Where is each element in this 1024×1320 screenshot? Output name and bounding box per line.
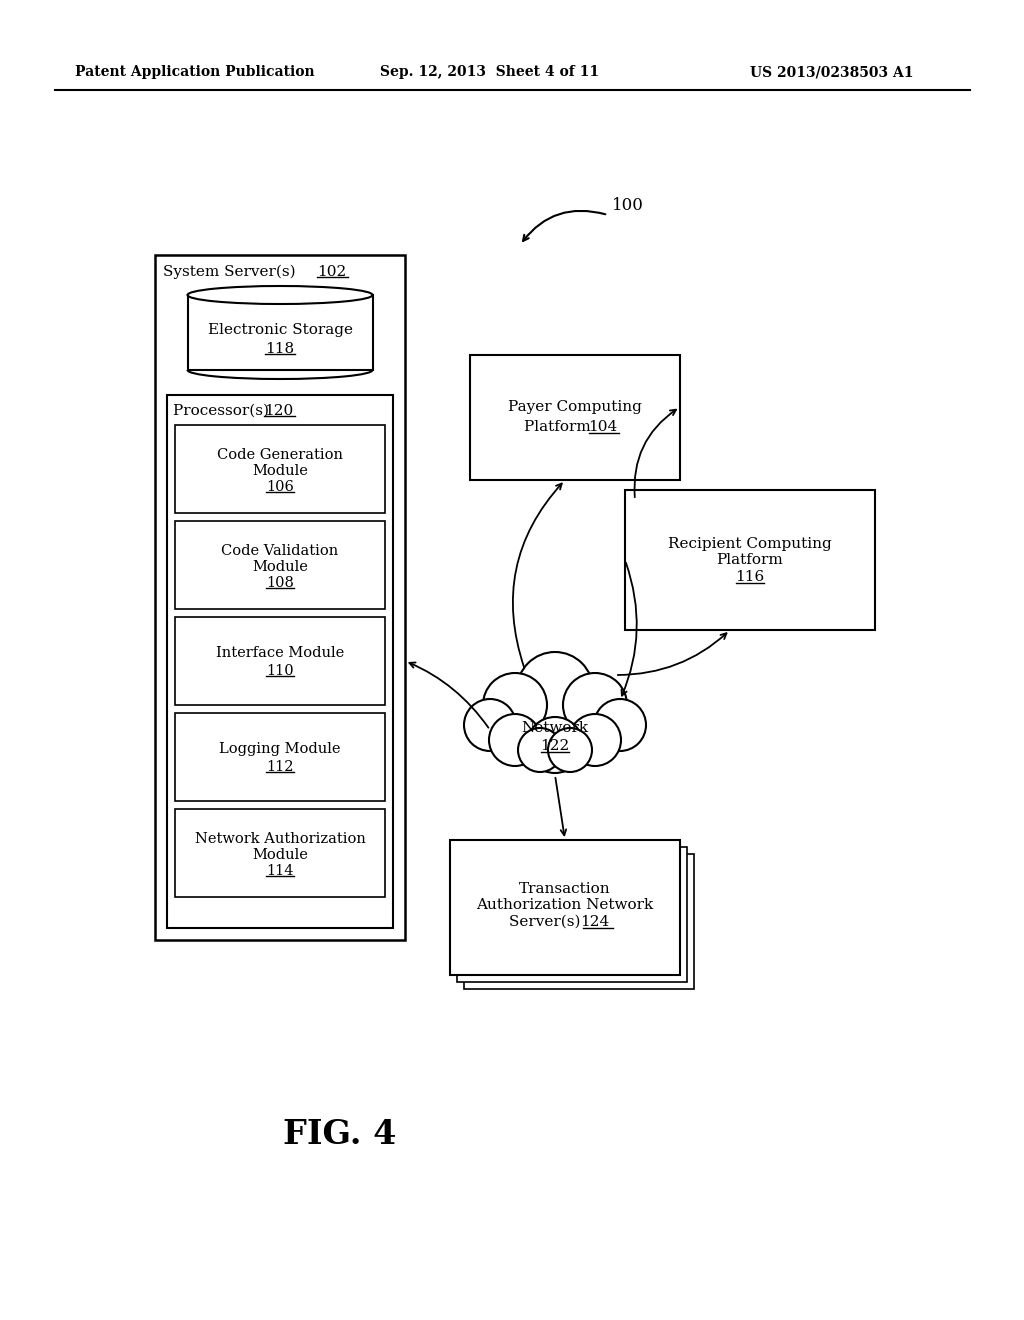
Text: 116: 116 xyxy=(735,570,765,583)
Text: Recipient Computing: Recipient Computing xyxy=(668,537,831,550)
Text: Module: Module xyxy=(252,560,308,574)
Text: 112: 112 xyxy=(266,760,294,774)
Circle shape xyxy=(594,700,646,751)
Bar xyxy=(175,809,385,898)
Bar xyxy=(625,490,874,630)
Text: 118: 118 xyxy=(265,342,295,356)
Circle shape xyxy=(527,717,583,774)
Text: FIG. 4: FIG. 4 xyxy=(284,1118,396,1151)
Text: Code Validation: Code Validation xyxy=(221,544,339,558)
Circle shape xyxy=(517,652,593,729)
Bar xyxy=(450,840,680,975)
Text: Sep. 12, 2013  Sheet 4 of 11: Sep. 12, 2013 Sheet 4 of 11 xyxy=(380,65,599,79)
Text: Payer Computing: Payer Computing xyxy=(508,400,642,414)
Bar xyxy=(175,521,385,609)
Text: 120: 120 xyxy=(264,404,293,418)
Circle shape xyxy=(548,729,592,772)
Circle shape xyxy=(569,714,621,766)
Text: US 2013/0238503 A1: US 2013/0238503 A1 xyxy=(750,65,913,79)
Text: Module: Module xyxy=(252,465,308,478)
Circle shape xyxy=(464,700,516,751)
Text: Electronic Storage: Electronic Storage xyxy=(208,323,352,337)
Circle shape xyxy=(489,714,541,766)
Text: 108: 108 xyxy=(266,576,294,590)
Text: 114: 114 xyxy=(266,865,294,878)
Bar xyxy=(464,854,694,989)
Bar xyxy=(188,294,373,370)
Text: 102: 102 xyxy=(317,265,346,279)
Text: Module: Module xyxy=(252,847,308,862)
Bar xyxy=(470,355,680,480)
Text: Platform: Platform xyxy=(524,420,596,434)
Text: Platform: Platform xyxy=(717,553,783,568)
Text: Authorization Network: Authorization Network xyxy=(476,898,653,912)
Bar xyxy=(175,616,385,705)
Circle shape xyxy=(483,673,547,737)
Bar xyxy=(175,713,385,801)
Text: 124: 124 xyxy=(581,915,609,929)
Text: Interface Module: Interface Module xyxy=(216,645,344,660)
Text: Logging Module: Logging Module xyxy=(219,742,341,756)
Ellipse shape xyxy=(187,286,373,304)
Text: 122: 122 xyxy=(541,739,569,752)
Bar xyxy=(457,847,687,982)
Text: Transaction: Transaction xyxy=(519,882,610,896)
Circle shape xyxy=(518,729,562,772)
Text: 106: 106 xyxy=(266,480,294,494)
Text: System Server(s): System Server(s) xyxy=(163,265,300,280)
Bar xyxy=(175,425,385,513)
Text: Patent Application Publication: Patent Application Publication xyxy=(75,65,314,79)
Bar xyxy=(155,255,406,940)
Bar xyxy=(167,395,393,928)
Text: Server(s): Server(s) xyxy=(509,915,585,929)
Text: Code Generation: Code Generation xyxy=(217,447,343,462)
Text: 110: 110 xyxy=(266,664,294,678)
Text: Network Authorization: Network Authorization xyxy=(195,832,366,846)
Text: Network: Network xyxy=(521,721,589,735)
Circle shape xyxy=(563,673,627,737)
Text: Processor(s): Processor(s) xyxy=(173,404,273,418)
Text: 104: 104 xyxy=(589,420,617,434)
Text: 100: 100 xyxy=(612,197,644,214)
